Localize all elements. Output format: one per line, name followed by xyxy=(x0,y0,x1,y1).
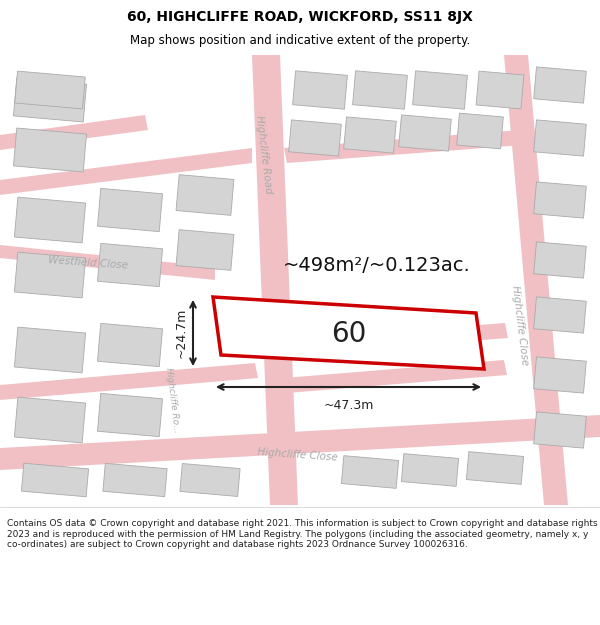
Polygon shape xyxy=(476,71,524,109)
Polygon shape xyxy=(284,323,508,355)
Text: ~498m²/~0.123ac.: ~498m²/~0.123ac. xyxy=(283,256,471,275)
Polygon shape xyxy=(0,415,600,470)
Polygon shape xyxy=(97,188,163,232)
Polygon shape xyxy=(180,464,240,496)
Polygon shape xyxy=(213,297,484,369)
Text: 60, HIGHCLIFFE ROAD, WICKFORD, SS11 8JX: 60, HIGHCLIFFE ROAD, WICKFORD, SS11 8JX xyxy=(127,10,473,24)
Polygon shape xyxy=(14,197,86,243)
Polygon shape xyxy=(97,393,163,437)
Polygon shape xyxy=(13,128,86,172)
Text: ~47.3m: ~47.3m xyxy=(323,399,374,412)
Polygon shape xyxy=(0,245,215,280)
Polygon shape xyxy=(13,78,86,122)
Polygon shape xyxy=(534,120,586,156)
Polygon shape xyxy=(176,174,234,216)
Polygon shape xyxy=(534,242,586,278)
Polygon shape xyxy=(14,327,86,373)
Text: Highcliffe Close: Highcliffe Close xyxy=(510,284,530,366)
Text: Westfield Close: Westfield Close xyxy=(48,255,128,271)
Polygon shape xyxy=(0,363,258,400)
Polygon shape xyxy=(22,463,89,497)
Text: Highcliffe Ro...: Highcliffe Ro... xyxy=(164,367,181,433)
Polygon shape xyxy=(284,360,507,393)
Text: Highcliffe Road: Highcliffe Road xyxy=(254,115,274,195)
Polygon shape xyxy=(534,67,586,103)
Polygon shape xyxy=(534,297,586,333)
Polygon shape xyxy=(14,252,86,298)
Polygon shape xyxy=(252,55,298,505)
Polygon shape xyxy=(399,115,451,151)
Polygon shape xyxy=(534,412,586,448)
Polygon shape xyxy=(284,130,523,163)
Polygon shape xyxy=(457,113,503,149)
Polygon shape xyxy=(97,243,163,287)
Polygon shape xyxy=(534,357,586,393)
Polygon shape xyxy=(466,452,524,484)
Polygon shape xyxy=(353,71,407,109)
Polygon shape xyxy=(289,120,341,156)
Polygon shape xyxy=(0,148,252,195)
Polygon shape xyxy=(534,182,586,218)
Polygon shape xyxy=(176,229,234,271)
Polygon shape xyxy=(15,71,85,109)
Polygon shape xyxy=(413,71,467,109)
Polygon shape xyxy=(344,117,396,153)
Polygon shape xyxy=(97,323,163,367)
Text: Map shows position and indicative extent of the property.: Map shows position and indicative extent… xyxy=(130,34,470,47)
Text: Highcliffe Close: Highcliffe Close xyxy=(257,448,338,462)
Text: 60: 60 xyxy=(331,319,366,348)
Polygon shape xyxy=(0,115,148,150)
Polygon shape xyxy=(401,454,458,486)
Polygon shape xyxy=(504,55,568,505)
Polygon shape xyxy=(293,71,347,109)
Polygon shape xyxy=(103,463,167,497)
Text: ~24.7m: ~24.7m xyxy=(175,308,188,358)
Polygon shape xyxy=(341,456,398,488)
Polygon shape xyxy=(14,397,86,443)
Text: Contains OS data © Crown copyright and database right 2021. This information is : Contains OS data © Crown copyright and d… xyxy=(7,519,598,549)
